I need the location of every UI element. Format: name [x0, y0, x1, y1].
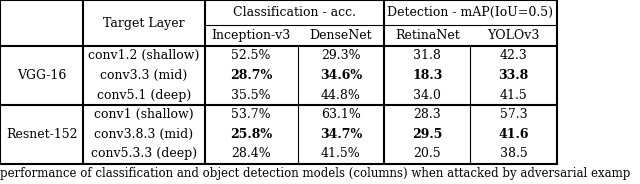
Text: 31.8: 31.8 — [413, 49, 441, 62]
Text: Target Layer: Target Layer — [103, 17, 185, 29]
Text: Detection - mAP(IoU=0.5): Detection - mAP(IoU=0.5) — [387, 6, 554, 19]
Text: conv1 (shallow): conv1 (shallow) — [94, 108, 194, 121]
Text: 28.4%: 28.4% — [231, 147, 271, 160]
Text: 57.3: 57.3 — [500, 108, 527, 121]
Text: Inception-v3: Inception-v3 — [212, 29, 291, 42]
Text: 38.5: 38.5 — [500, 147, 527, 160]
Text: 28.3: 28.3 — [413, 108, 441, 121]
Text: 44.8%: 44.8% — [321, 89, 361, 102]
Text: 28.7%: 28.7% — [230, 69, 273, 82]
Text: YOLOv3: YOLOv3 — [488, 29, 540, 42]
Text: VGG-16: VGG-16 — [17, 69, 67, 82]
Text: 25.8%: 25.8% — [230, 128, 272, 141]
Text: 35.5%: 35.5% — [232, 89, 271, 102]
Text: 34.0: 34.0 — [413, 89, 441, 102]
Text: 33.8: 33.8 — [499, 69, 529, 82]
Text: Classification - acc.: Classification - acc. — [233, 6, 356, 19]
Text: conv3.3 (mid): conv3.3 (mid) — [100, 69, 188, 82]
Text: conv1.2 (shallow): conv1.2 (shallow) — [88, 49, 200, 62]
Text: 29.5: 29.5 — [412, 128, 442, 141]
Text: 18.3: 18.3 — [412, 69, 442, 82]
Text: 34.7%: 34.7% — [319, 128, 362, 141]
Text: Resnet-152: Resnet-152 — [6, 128, 77, 141]
Text: 52.5%: 52.5% — [232, 49, 271, 62]
Text: conv5.3.3 (deep): conv5.3.3 (deep) — [91, 147, 197, 160]
Text: 34.6%: 34.6% — [320, 69, 362, 82]
Text: 41.5: 41.5 — [500, 89, 527, 102]
Text: DenseNet: DenseNet — [310, 29, 372, 42]
Text: 41.5%: 41.5% — [321, 147, 361, 160]
Text: performance of classification and object detection models (columns) when attacke: performance of classification and object… — [0, 167, 630, 180]
Text: 41.6: 41.6 — [499, 128, 529, 141]
Text: 63.1%: 63.1% — [321, 108, 361, 121]
Text: RetinaNet: RetinaNet — [395, 29, 460, 42]
Text: 53.7%: 53.7% — [232, 108, 271, 121]
Text: 29.3%: 29.3% — [321, 49, 360, 62]
Text: conv5.1 (deep): conv5.1 (deep) — [97, 89, 191, 102]
Text: 42.3: 42.3 — [500, 49, 527, 62]
Text: 20.5: 20.5 — [413, 147, 441, 160]
Text: conv3.8.3 (mid): conv3.8.3 (mid) — [95, 128, 193, 141]
